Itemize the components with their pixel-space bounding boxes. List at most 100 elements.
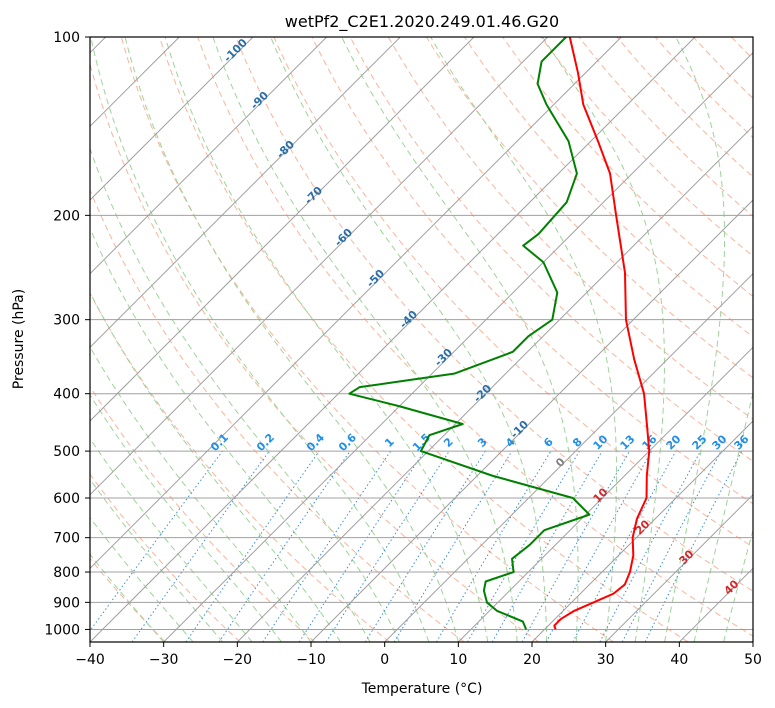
mixing-ratio-label: 3 — [475, 435, 490, 450]
dry-adiabat-line — [502, 37, 753, 298]
mixing-ratio-line — [572, 450, 677, 642]
moist-adiabat-label: 0 — [553, 455, 568, 470]
mixing-ratio-label: 0.2 — [254, 431, 277, 454]
chart-title: wetPf2_C2E1.2020.249.01.46.G20 — [285, 12, 559, 32]
moist-adiabat-line — [212, 37, 518, 642]
y-tick-label: 400 — [53, 387, 80, 403]
mixing-ratio-label: 30 — [710, 432, 730, 452]
moist-adiabat-line — [90, 478, 223, 642]
moist-adiabat-label: 10 — [591, 485, 611, 505]
dry-adiabat-label: -70 — [302, 184, 325, 207]
moist-adiabat-line — [90, 394, 282, 642]
isotherm-line — [310, 199, 753, 642]
x-tick-label: 20 — [523, 652, 541, 668]
dry-adiabat-line — [464, 37, 753, 338]
isotherm-line — [384, 272, 753, 642]
mixing-ratio-label: 6 — [541, 435, 556, 450]
moist-adiabat-line — [693, 390, 753, 642]
dry-adiabat-line — [90, 188, 465, 642]
moist-adiabat-line — [90, 516, 194, 642]
mixing-ratio-line — [545, 450, 653, 642]
moist-adiabat-line — [90, 437, 253, 642]
dry-adiabat-line — [90, 292, 390, 642]
dry-adiabat-line — [273, 37, 753, 548]
moist-adiabat-line — [341, 37, 579, 642]
mixing-ratio-line — [262, 450, 392, 642]
x-tick-label: 10 — [449, 652, 467, 668]
dry-adiabat-label: -60 — [332, 226, 355, 249]
y-tick-label: 200 — [53, 208, 80, 224]
moist-adiabat-line — [90, 553, 165, 642]
y-tick-label: 800 — [53, 565, 80, 581]
dry-adiabat-label: -50 — [364, 267, 387, 290]
mixing-ratio-line — [131, 450, 270, 642]
x-axis-title: Temperature (°C) — [361, 681, 483, 697]
mixing-ratio-line — [521, 450, 630, 642]
plot-frame — [89, 36, 754, 643]
y-tick-label: 300 — [53, 313, 80, 329]
dry-adiabat-line — [692, 37, 753, 99]
dry-adiabat-label: -90 — [248, 89, 271, 112]
moist-adiabat-line — [664, 37, 726, 642]
moist-adiabat-line — [164, 37, 489, 642]
y-tick-label: 1000 — [44, 622, 80, 638]
moist-adiabat-line — [542, 37, 665, 642]
y-tick-label: 100 — [53, 30, 80, 46]
isotherm-line — [678, 567, 753, 642]
isotherm-line — [163, 51, 753, 642]
profiles — [348, 37, 651, 630]
mixing-ratio-label: 1 — [382, 435, 397, 450]
line-labels: -100-90-80-70-60-50-40-30-20-10010203040… — [208, 37, 752, 598]
mixing-ratio-label: 36 — [732, 432, 752, 452]
dry-adiabat-line — [578, 37, 753, 218]
dewpoint-profile-line — [348, 37, 591, 630]
pressure-grid — [90, 37, 753, 630]
y-tick-label: 500 — [53, 444, 80, 460]
plot-area: -100-90-80-70-60-50-40-30-20-10010203040… — [90, 37, 753, 642]
mixing-ratio-label: 0.4 — [304, 431, 327, 454]
mixing-ratio-line — [467, 450, 580, 642]
dry-adiabat-line — [387, 37, 753, 420]
dry-adiabat-label: -10 — [508, 418, 531, 441]
mixing-ratio-label: 10 — [591, 432, 611, 452]
isotherm-line — [90, 37, 622, 570]
x-tick-label: −30 — [149, 652, 179, 668]
dry-adiabat-label: -30 — [432, 346, 455, 369]
moist-adiabat-line — [90, 345, 312, 642]
mixing-ratio-line — [644, 450, 743, 642]
x-tick-label: 0 — [380, 652, 389, 668]
isotherm-line — [90, 37, 254, 201]
isotherm-line — [90, 37, 696, 642]
moist-adiabat-line — [124, 37, 459, 642]
mixing-ratio-label: 2 — [441, 435, 456, 450]
mixing-ratio-line — [599, 450, 701, 642]
moist-adiabat-line — [723, 528, 753, 642]
dry-adiabat-line — [90, 385, 316, 642]
moist-adiabat-line — [430, 37, 618, 642]
mixing-ratio-label: 8 — [570, 435, 585, 450]
moist-adiabat-line — [90, 227, 371, 642]
x-tick-label: −40 — [75, 652, 105, 668]
y-tick-label: 600 — [53, 491, 80, 507]
mixing-ratio-line — [435, 450, 552, 642]
dry-adiabat-line — [349, 37, 753, 462]
mixing-ratio-label: 25 — [690, 433, 710, 453]
mixing-ratio-label: 13 — [618, 433, 638, 453]
dry-adiabat-line — [90, 473, 241, 642]
moist-adiabat-label: 30 — [677, 547, 697, 567]
isotherm-line — [236, 125, 753, 642]
x-tick-label: 50 — [744, 652, 762, 668]
y-tick-label: 700 — [53, 531, 80, 547]
x-tick-label: −20 — [223, 652, 253, 668]
mixing-ratio-lines — [90, 450, 743, 642]
isotherm-line — [752, 641, 753, 642]
dry-adiabat-line — [311, 37, 753, 505]
y-axis-title: Pressure (hPa) — [11, 289, 27, 389]
moist-adiabat-line — [90, 37, 430, 642]
moist-adiabat-line — [270, 37, 548, 642]
dry-adiabat-line — [159, 37, 689, 642]
moist-adiabat-line — [90, 147, 400, 642]
mixing-ratio-label: 0.1 — [208, 431, 231, 454]
dry-adiabat-line — [235, 37, 753, 592]
